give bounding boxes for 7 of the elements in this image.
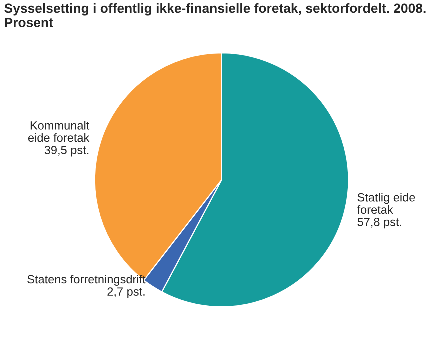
- slice-label: Kommunalt eide foretak: [28, 121, 90, 142]
- data-label: 39,5 pst.: [44, 146, 89, 157]
- data-label: 57,8 pst.: [358, 218, 402, 229]
- slice-label: Statlig eide foretak: [357, 193, 416, 214]
- data-label: 2,7 pst.: [108, 288, 145, 298]
- slice-label: Statens forretningsdrift: [28, 274, 146, 286]
- chart-title: Sysselsetting i offentlig ikke-finansielle foretak, sektorfordelt. 2008. Prosent: [4, 3, 426, 28]
